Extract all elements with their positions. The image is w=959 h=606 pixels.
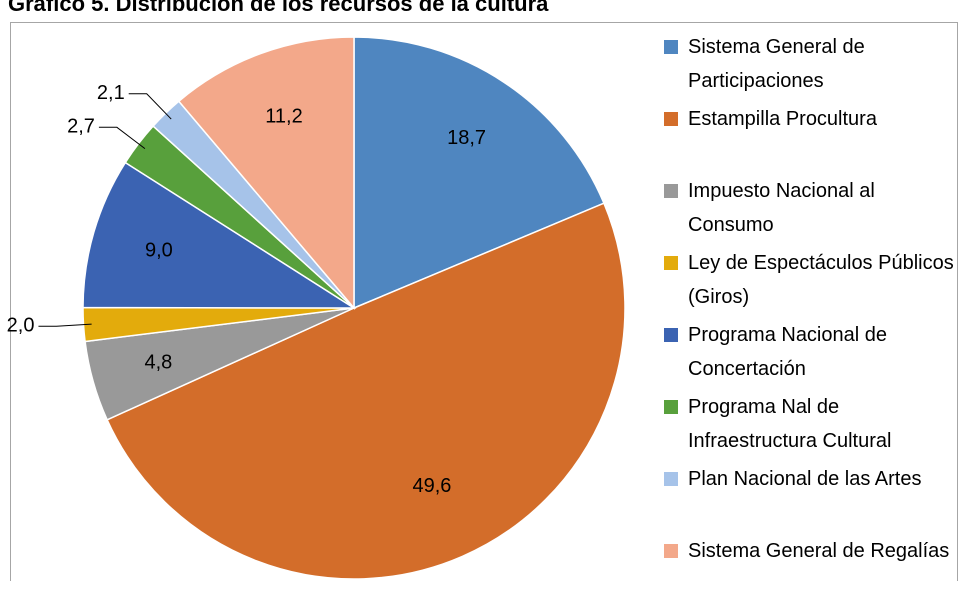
- legend-item: Sistema General de Participaciones: [664, 30, 954, 102]
- legend-label: Impuesto Nacional al Consumo: [688, 180, 875, 236]
- legend-item: Ley de Espectáculos Públicos (Giros): [664, 246, 954, 318]
- legend-label: Estampilla Procultura: [688, 108, 877, 130]
- data-label: 11,2: [265, 105, 302, 127]
- legend: Sistema General de Participaciones Estamp…: [664, 30, 954, 606]
- pie-slice: [106, 202, 626, 580]
- legend-swatch: [664, 472, 678, 486]
- legend-label: Plan Nacional de las Artes: [688, 468, 922, 490]
- data-label: 4,8: [144, 351, 172, 373]
- chart: 18,7 49,6 4,8 2,0 9,0 2,7 2,1 11,2 Gráfico 5. D…: [7, 0, 958, 581]
- legend-label: Ley de Espectáculos Públicos (Giros): [688, 252, 954, 308]
- legend-swatch: [664, 328, 678, 342]
- data-label: 2,0: [7, 315, 35, 337]
- legend-label: Programa Nacional de Concertación: [688, 324, 887, 380]
- data-label: 2,1: [97, 82, 125, 104]
- legend-item: Sistema General de Regalías: [664, 534, 954, 606]
- legend-swatch: [664, 184, 678, 198]
- leader-line: [98, 126, 146, 150]
- legend-swatch: [664, 544, 678, 558]
- legend-label: Sistema General de Participaciones: [688, 36, 865, 92]
- legend-item: Programa Nal de Infraestructura Cultural: [664, 390, 954, 462]
- plot: 18,7 49,6 4,8 2,0 9,0 2,72,1 11,2: [7, 22, 958, 581]
- legend-swatch: [664, 40, 678, 54]
- data-label: 9,0: [145, 239, 173, 261]
- legend-swatch: [664, 400, 678, 414]
- chart-title: Gráfico 5. Distribución de los recursos …: [8, 0, 549, 16]
- legend-swatch: [664, 112, 678, 126]
- data-label: 49,6: [413, 475, 452, 497]
- leader-line: [128, 93, 172, 120]
- pie-slice: [82, 161, 357, 309]
- legend-item: Plan Nacional de las Artes: [664, 462, 954, 534]
- legend-label: Sistema General de Regalías: [688, 540, 950, 562]
- leader-line: [38, 323, 92, 327]
- legend-item: Estampilla Procultura: [664, 102, 954, 174]
- data-label: 18,7: [447, 127, 486, 149]
- legend-item: Programa Nacional de Concertación: [664, 318, 954, 390]
- pie-slice: [177, 36, 355, 311]
- chart-frame: [10, 22, 958, 581]
- pie-slice: [353, 36, 605, 310]
- legend-label: Programa Nal de Infraestructura Cultural: [688, 396, 892, 452]
- legend-item: Impuesto Nacional al Consumo: [664, 174, 954, 246]
- legend-swatch: [664, 256, 678, 270]
- data-label: 2,7: [67, 116, 95, 138]
